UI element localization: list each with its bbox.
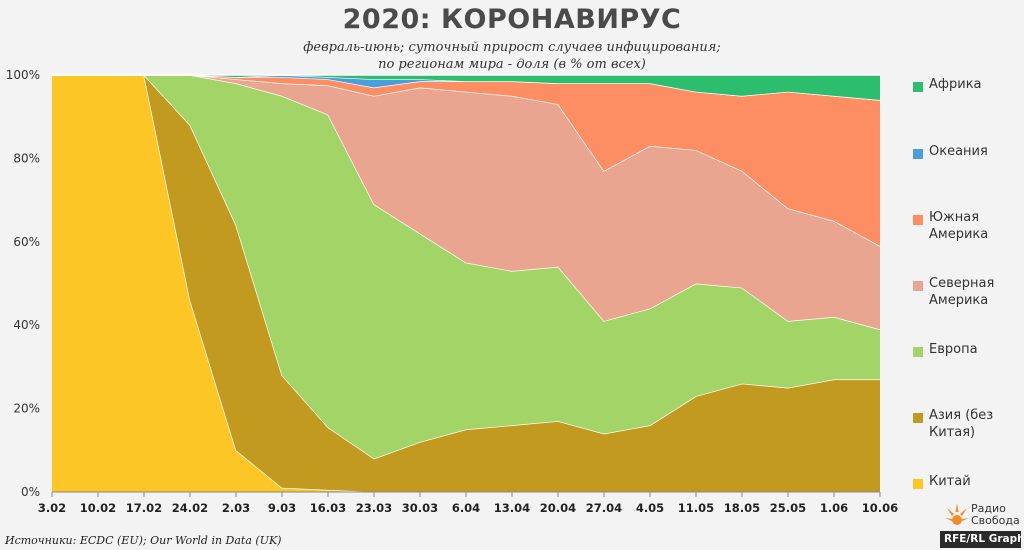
x-tick-label: 9.03 [268, 501, 296, 515]
y-tick-label: 20% [13, 402, 40, 416]
legend-label: Африка [929, 77, 982, 92]
logo-sun-icon [945, 503, 969, 525]
x-tick-label: 24.02 [172, 501, 208, 515]
logo-bar: RFE/RL Graphics [940, 531, 1024, 548]
logo-line1: Радио [971, 502, 1006, 515]
x-tick-label: 30.03 [402, 501, 438, 515]
legend-swatch [913, 215, 923, 225]
legend-label: Азия (без Китая) [929, 408, 994, 440]
y-tick-label: 40% [13, 318, 40, 332]
y-tick-label: 0% [21, 485, 40, 499]
chart-subtitle-line2: по регионам мира - доля (в % от всех) [378, 57, 646, 72]
y-tick-label: 100% [6, 68, 40, 82]
legend-swatch [913, 479, 923, 489]
legend-label: Северная Америка [929, 276, 995, 308]
logo-bar-text: RFE/RL Graphics [944, 533, 1024, 545]
legend-label: Европа [929, 342, 978, 357]
x-tick-label: 10.06 [862, 501, 898, 515]
x-tick-label: 11.05 [678, 501, 714, 515]
logo-line2: Свобода [971, 514, 1020, 527]
x-tick-label: 25.05 [770, 501, 806, 515]
legend-swatch [913, 413, 923, 423]
legend-label: Китай [929, 474, 971, 489]
area-4 [52, 75, 880, 246]
source-note: Источники: ECDC (EU); Our World in Data … [5, 534, 282, 547]
area-6 [52, 75, 880, 100]
x-axis: 3.02 10.02 17.02 24.02 2.03 9.03 16.03 23.03 30.… [38, 491, 898, 515]
chart-subtitle-line1: февраль-июнь; суточный прирост случаев и… [303, 40, 721, 55]
radio-svoboda-logo: Радио Свобода RFE/RL Graphics [940, 500, 1024, 548]
x-tick-label: 17.02 [126, 501, 162, 515]
x-tick-label: 16.03 [310, 501, 346, 515]
legend-swatch [913, 281, 923, 291]
x-tick-label: 23.03 [356, 501, 392, 515]
x-tick-label: 1.06 [820, 501, 848, 515]
area-3 [52, 75, 880, 330]
area-1 [52, 75, 880, 492]
legend-label: Океания [929, 144, 988, 159]
y-tick-label: 60% [13, 235, 40, 249]
x-tick-label: 6.04 [452, 501, 480, 515]
x-tick-label: 13.04 [494, 501, 530, 515]
x-tick-label: 20.04 [540, 501, 576, 515]
x-tick-label: 27.04 [586, 501, 622, 515]
legend-swatch [913, 347, 923, 357]
y-axis: 0% 20% 40% 60% 80% 100% [6, 68, 40, 499]
x-tick-label: 18.05 [724, 501, 760, 515]
x-tick-label: 4.05 [636, 501, 664, 515]
legend-swatch [913, 149, 923, 159]
x-tick-label: 2.03 [222, 501, 250, 515]
legend-swatch [913, 82, 923, 92]
x-tick-label: 10.02 [80, 501, 116, 515]
area-0 [52, 75, 880, 492]
x-tick-label: 3.02 [38, 501, 66, 515]
y-tick-label: 80% [13, 151, 40, 165]
area-2 [52, 75, 880, 459]
legend-label: Южная Америка [929, 210, 989, 242]
chart-title: 2020: КОРОНАВИРУС [342, 4, 682, 35]
area-layers [52, 74, 881, 493]
